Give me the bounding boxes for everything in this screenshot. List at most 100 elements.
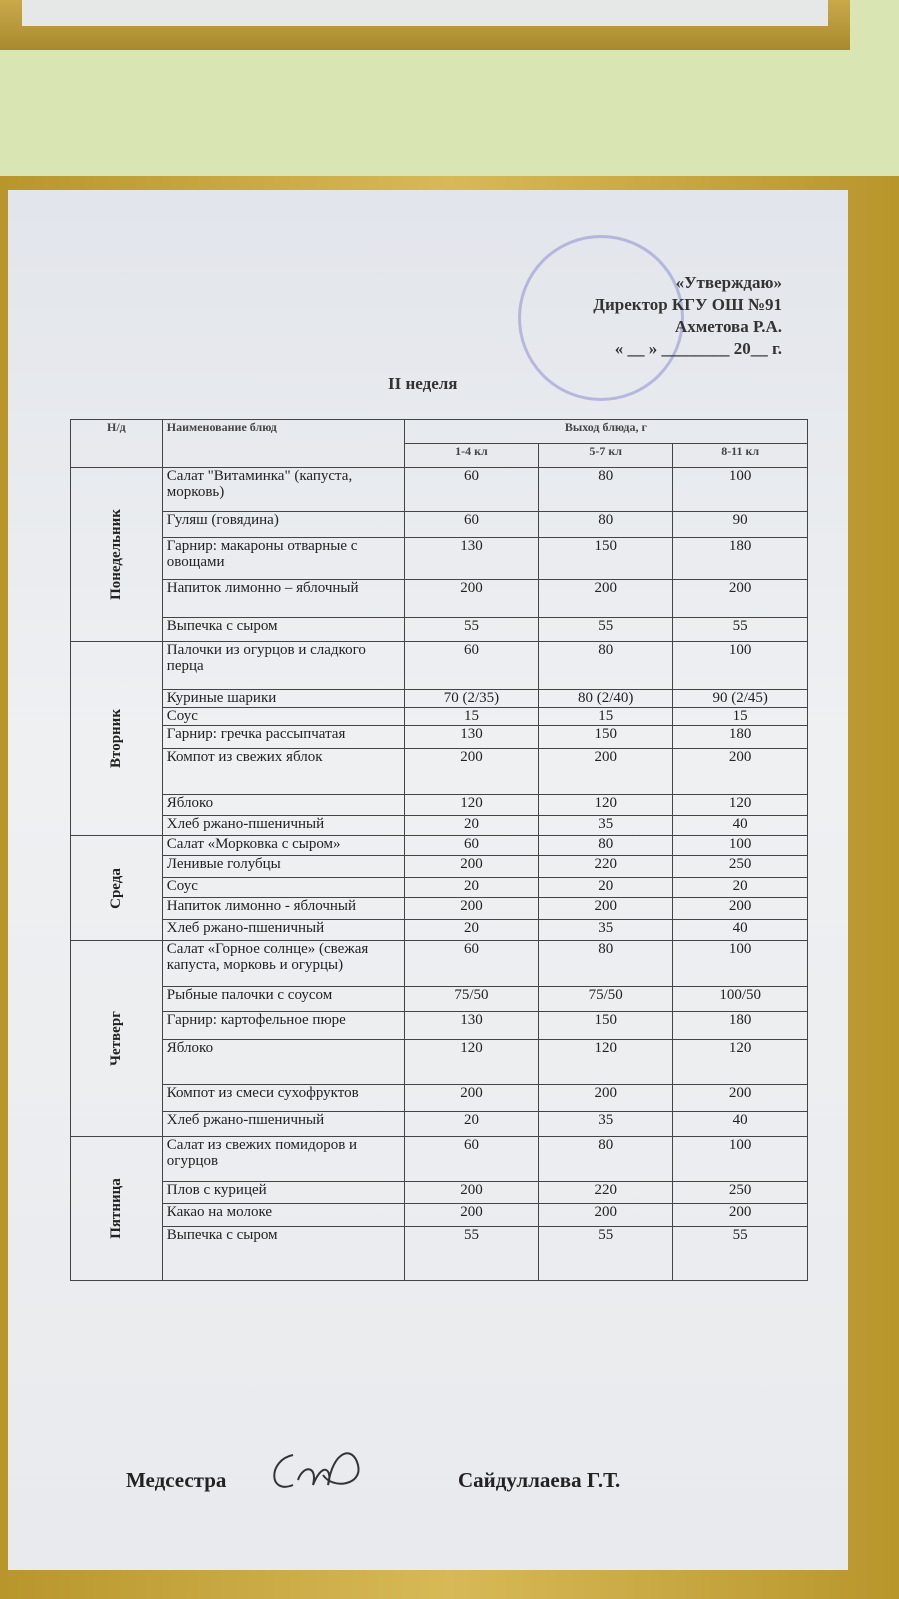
portion-value: 55 xyxy=(538,1226,674,1281)
header-yield: Выход блюда, г xyxy=(403,419,809,444)
table-row: Хлеб ржано-пшеничный 20 35 40 xyxy=(71,919,808,941)
table-row: Гуляш (говядина) 60 80 90 xyxy=(71,511,808,538)
approval-line: «Утверждаю» xyxy=(675,273,782,292)
portion-value: 20 xyxy=(403,877,540,898)
day-cell: Вторник xyxy=(70,641,163,836)
dish-name: Компот из свежих яблок xyxy=(161,748,405,795)
dish-name: Куриные шарики xyxy=(161,689,405,708)
dish-name: Рыбные палочки с соусом xyxy=(161,986,405,1012)
portion-value: 75/50 xyxy=(538,986,674,1012)
dish-name: Палочки из огурцов и сладкого перца xyxy=(161,641,405,690)
portion-value: 20 xyxy=(403,919,540,941)
portion-value: 100 xyxy=(672,940,808,987)
day-label: Понедельник xyxy=(107,509,124,600)
dish-name: Какао на молоке xyxy=(161,1203,405,1227)
header-grade-1-4: 1-4 кл xyxy=(403,443,540,468)
portion-value: 220 xyxy=(538,855,674,878)
portion-value: 220 xyxy=(538,1181,674,1204)
portion-value: 200 xyxy=(403,1181,540,1204)
portion-value: 90 (2/45) xyxy=(672,689,808,708)
portion-value: 130 xyxy=(403,1011,540,1040)
portion-value: 60 xyxy=(403,511,540,538)
day-cell: Четверг xyxy=(70,940,163,1137)
portion-value: 120 xyxy=(538,794,674,816)
picture-frame: «Утверждаю» Директор КГУ ОШ №91 Ахметова… xyxy=(0,176,899,1599)
dish-name: Салат «Морковка с сыром» xyxy=(161,835,405,856)
table-row: Напиток лимонно - яблочный 200 200 200 xyxy=(71,897,808,920)
day-cell: Пятница xyxy=(70,1136,163,1281)
table-row: Гарнир: гречка рассыпчатая 130 150 180 xyxy=(71,725,808,749)
table-row: Яблоко 120 120 120 xyxy=(71,794,808,816)
dish-name: Соус xyxy=(161,877,405,898)
dish-name: Салат «Горное солнце» (свежая капуста, м… xyxy=(161,940,405,987)
portion-value: 250 xyxy=(672,855,808,878)
table-row: Среда Салат «Морковка с сыром» 60 80 100 xyxy=(70,835,808,941)
portion-value: 80 xyxy=(538,835,674,856)
approval-line: Директор КГУ ОШ №91 xyxy=(593,295,782,314)
portion-value: 120 xyxy=(538,1039,674,1085)
portion-value: 200 xyxy=(538,1203,674,1227)
portion-value: 250 xyxy=(672,1181,808,1204)
portion-value: 150 xyxy=(538,1011,674,1040)
table-row: Куриные шарики 70 (2/35) 80 (2/40) 90 (2/45… xyxy=(71,689,808,708)
portion-value: 35 xyxy=(538,919,674,941)
approval-block: «Утверждаю» Директор КГУ ОШ №91 Ахметова… xyxy=(593,272,782,360)
portion-value: 40 xyxy=(672,919,808,941)
portion-value: 120 xyxy=(672,1039,808,1085)
portion-value: 20 xyxy=(403,815,540,836)
dish-name: Хлеб ржано-пшеничный xyxy=(161,1111,405,1137)
portion-value: 180 xyxy=(672,725,808,749)
portion-value: 200 xyxy=(672,1084,808,1112)
table-row: Яблоко 120 120 120 xyxy=(71,1039,808,1085)
portion-value: 200 xyxy=(403,579,540,618)
upper-frame xyxy=(0,0,850,50)
portion-value: 180 xyxy=(672,537,808,580)
day-label: Пятница xyxy=(107,1178,124,1239)
table-row: Ленивые голубцы 200 220 250 xyxy=(71,855,808,878)
table-row: Хлеб ржано-пшеничный 20 35 40 xyxy=(71,815,808,836)
dish-name: Гуляш (говядина) xyxy=(161,511,405,538)
approval-line: Ахметова Р.А. xyxy=(674,317,782,336)
portion-value: 100 xyxy=(672,1136,808,1182)
portion-value: 60 xyxy=(403,1136,540,1182)
day-label: Среда xyxy=(107,867,124,909)
header-grade-8-11: 8-11 кл xyxy=(672,443,808,468)
portion-value: 60 xyxy=(403,641,540,690)
day-label: Четверг xyxy=(107,1011,124,1066)
table-row: Рыбные палочки с соусом 75/50 75/50 100/50 xyxy=(71,986,808,1012)
dish-name: Яблоко xyxy=(161,794,405,816)
portion-value: 150 xyxy=(538,725,674,749)
portion-value: 130 xyxy=(403,537,540,580)
portion-value: 35 xyxy=(538,815,674,836)
portion-value: 200 xyxy=(538,579,674,618)
portion-value: 55 xyxy=(538,617,674,642)
page-title: II неделя xyxy=(388,374,458,393)
portion-value: 80 xyxy=(538,467,674,512)
table-row: Компот из свежих яблок 200 200 200 xyxy=(71,748,808,795)
portion-value: 200 xyxy=(403,897,540,920)
portion-value: 60 xyxy=(403,467,540,512)
portion-value: 40 xyxy=(672,815,808,836)
portion-value: 20 xyxy=(403,1111,540,1137)
menu-table: Н/д Наименование блюд Выход блюда, г 1-4… xyxy=(70,419,809,1281)
portion-value: 200 xyxy=(403,748,540,795)
portion-value: 80 xyxy=(538,641,674,690)
dish-name: Напиток лимонно - яблочный xyxy=(161,897,405,920)
portion-value: 200 xyxy=(403,855,540,878)
dish-name: Гарнир: картофельное пюре xyxy=(161,1011,405,1040)
header-num: Н/д xyxy=(70,419,163,468)
portion-value: 150 xyxy=(538,537,674,580)
dish-name: Гарнир: макароны отварные с овощами xyxy=(161,537,405,580)
table-row: Какао на молоке 200 200 200 xyxy=(71,1203,808,1227)
portion-value: 130 xyxy=(403,725,540,749)
portion-value: 75/50 xyxy=(403,986,540,1012)
dish-name: Соус xyxy=(161,707,405,726)
dish-name: Салат "Витаминка" (капуста, морковь) xyxy=(161,467,405,512)
portion-value: 15 xyxy=(672,707,808,726)
portion-value: 80 (2/40) xyxy=(538,689,674,708)
table-row: Гарнир: макароны отварные с овощами 130 15… xyxy=(71,537,808,580)
table-row: Пятница Салат из свежих помидоров и огурц… xyxy=(70,1136,808,1281)
dish-name: Хлеб ржано-пшеничный xyxy=(161,919,405,941)
portion-value: 90 xyxy=(672,511,808,538)
portion-value: 200 xyxy=(538,1084,674,1112)
